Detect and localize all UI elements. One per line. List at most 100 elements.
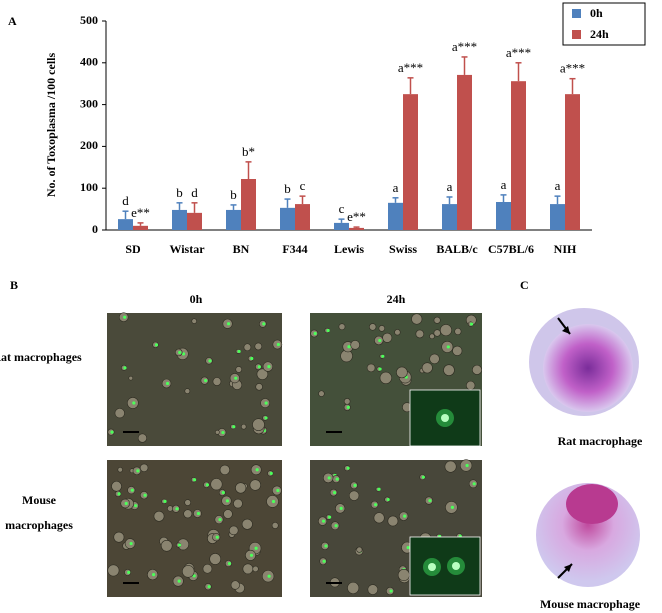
legend-swatch: [572, 9, 581, 18]
cell: [255, 383, 263, 391]
cell: [350, 340, 360, 350]
annotation: a***: [560, 61, 585, 76]
fluorescent-parasite: [346, 466, 350, 470]
fluorescent-parasite: [143, 493, 147, 497]
cell: [256, 368, 269, 380]
annotation: a: [555, 178, 561, 193]
fluorescent-parasite: [469, 322, 474, 326]
annotation: a***: [452, 39, 477, 54]
fluorescent-parasite: [346, 405, 350, 409]
panel-label: C: [520, 278, 529, 292]
x-tick-label: Wistar: [169, 242, 205, 256]
fluorescent-parasite: [123, 315, 127, 319]
cell: [429, 353, 440, 365]
inset-parasite: [452, 562, 460, 570]
fluorescent-parasite: [347, 345, 351, 349]
fluorescent-parasite: [134, 504, 138, 508]
x-tick-label: BN: [233, 242, 250, 256]
fluorescent-parasite: [334, 524, 338, 528]
fluorescent-parasite: [378, 338, 382, 343]
cell: [184, 499, 192, 506]
y-tick-label: 400: [80, 55, 98, 69]
image-caption: Rat macrophage: [558, 434, 643, 448]
cell: [356, 546, 363, 553]
fluorescent-parasite: [152, 573, 156, 577]
panel-label: B: [10, 278, 18, 292]
fluorescent-parasite: [321, 519, 326, 523]
x-tick-label: BALB/c: [436, 242, 478, 256]
fluorescent-parasite: [327, 515, 332, 519]
cell-nucleus: [566, 484, 618, 524]
fluorescent-parasite: [333, 490, 337, 495]
cell: [373, 512, 385, 524]
fluorescent-parasite: [124, 501, 128, 506]
cell: [235, 482, 247, 494]
annotation: d: [122, 193, 129, 208]
bar: [511, 81, 526, 230]
cell: [114, 408, 125, 419]
fluorescent-parasite: [389, 589, 393, 593]
cell: [214, 429, 220, 435]
fluorescent-parasite: [177, 543, 182, 547]
insets: [409, 389, 481, 596]
cell: [167, 505, 174, 512]
x-tick-label: NIH: [554, 242, 577, 256]
annotation: b: [230, 187, 237, 202]
annotation: e**: [131, 205, 150, 220]
fluorescent-parasite: [110, 430, 114, 434]
cell: [465, 380, 476, 391]
cell: [228, 525, 239, 536]
cell: [254, 342, 263, 351]
fluorescent-parasite: [117, 492, 121, 496]
cell: [139, 463, 149, 473]
row-label: Rat macrophages: [0, 350, 82, 364]
cell: [394, 329, 401, 336]
cell: [433, 329, 441, 337]
fluorescent-parasite: [276, 488, 280, 493]
bar: [118, 219, 133, 230]
image-caption: Mouse macrophage: [540, 597, 641, 611]
cell: [113, 531, 125, 543]
cell: [433, 316, 441, 324]
fluorescent-parasite: [204, 379, 208, 383]
cell: [397, 569, 410, 581]
bar: [349, 227, 364, 230]
cell: [378, 325, 386, 332]
cell: [452, 345, 463, 356]
row-label: Mouse macrophages: [5, 493, 73, 532]
fluorescent-parasite: [232, 425, 236, 429]
fluorescent-parasite: [339, 506, 343, 510]
fluorescent-parasite: [225, 499, 230, 503]
column-label: 24h: [387, 292, 406, 306]
cell: [439, 324, 452, 337]
fluorescent-parasite: [403, 514, 407, 518]
cell: [235, 366, 243, 373]
x-tick-label: Lewis: [334, 242, 364, 256]
annotation: b: [284, 181, 291, 196]
cell: [223, 509, 233, 519]
cell: [366, 363, 376, 373]
cell: [347, 581, 360, 594]
bar: [226, 209, 241, 230]
cell: [396, 366, 408, 379]
fluorescent-parasite: [234, 376, 238, 380]
fluorescent-parasite: [130, 488, 134, 492]
cell: [367, 584, 379, 595]
fluorescent-parasite: [326, 328, 330, 333]
fluorescent-parasite: [406, 545, 410, 550]
fluorescent-parasite: [205, 483, 209, 487]
bar: [172, 209, 187, 230]
fluorescent-parasite: [237, 349, 241, 354]
cell: [454, 327, 462, 336]
cell: [411, 313, 423, 325]
fluorescent-parasite: [218, 518, 222, 522]
bar: [280, 207, 295, 230]
annotation: a***: [506, 45, 531, 60]
fluorescent-parasite: [181, 352, 186, 356]
annotation: e**: [347, 209, 366, 224]
cell: [379, 371, 392, 385]
fluorescent-parasite: [264, 416, 268, 420]
fluorescent-parasite: [313, 331, 317, 336]
